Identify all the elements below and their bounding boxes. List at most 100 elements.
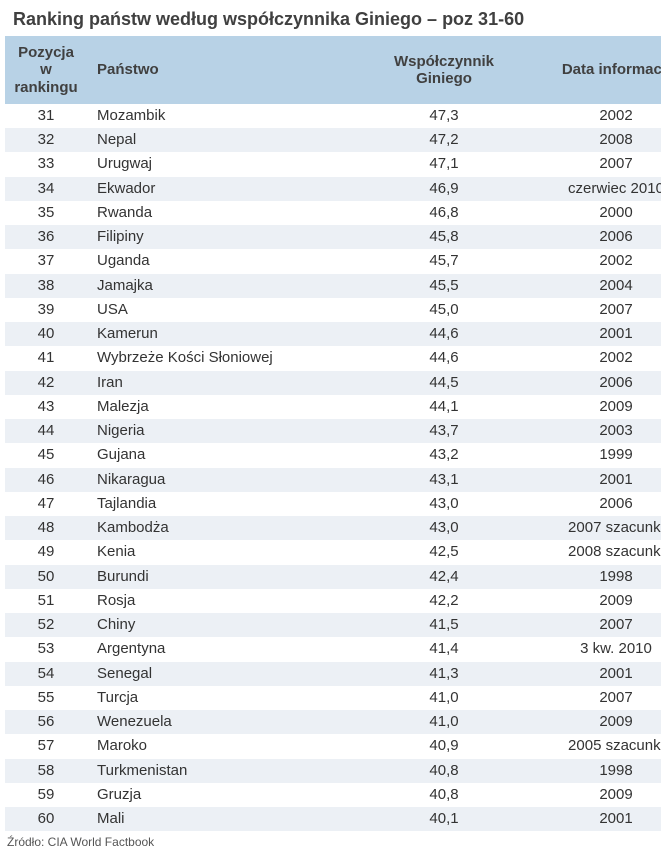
table-row: 42Iran44,52006: [5, 371, 661, 395]
table-row: 59Gruzja40,82009: [5, 783, 661, 807]
cell-date: 2001: [525, 322, 661, 346]
cell-rank: 48: [5, 516, 87, 540]
cell-gini: 41,4: [363, 637, 525, 661]
cell-gini: 40,1: [363, 807, 525, 831]
table-row: 38Jamajka45,52004: [5, 274, 661, 298]
cell-country: Turcja: [87, 686, 363, 710]
header-rank: Pozycja w rankingu: [5, 36, 87, 104]
cell-rank: 56: [5, 710, 87, 734]
cell-rank: 36: [5, 225, 87, 249]
cell-rank: 47: [5, 492, 87, 516]
cell-rank: 46: [5, 468, 87, 492]
cell-rank: 42: [5, 371, 87, 395]
cell-date: 2007: [525, 152, 661, 176]
cell-country: Iran: [87, 371, 363, 395]
cell-gini: 47,2: [363, 128, 525, 152]
cell-date: 1998: [525, 759, 661, 783]
cell-date: 2009: [525, 710, 661, 734]
cell-country: Nigeria: [87, 419, 363, 443]
cell-gini: 42,5: [363, 540, 525, 564]
cell-country: Uganda: [87, 249, 363, 273]
cell-rank: 35: [5, 201, 87, 225]
cell-date: 2009: [525, 783, 661, 807]
table-row: 44Nigeria43,72003: [5, 419, 661, 443]
cell-country: Chiny: [87, 613, 363, 637]
cell-gini: 45,0: [363, 298, 525, 322]
header-country: Państwo: [87, 36, 363, 104]
cell-country: Maroko: [87, 734, 363, 758]
gini-table: Pozycja w rankingu Państwo Współczynnik …: [5, 36, 661, 831]
cell-country: Mali: [87, 807, 363, 831]
cell-date: 2007: [525, 613, 661, 637]
cell-gini: 45,8: [363, 225, 525, 249]
cell-gini: 45,5: [363, 274, 525, 298]
table-row: 54Senegal41,32001: [5, 662, 661, 686]
cell-country: Mozambik: [87, 104, 363, 128]
cell-gini: 46,8: [363, 201, 525, 225]
cell-rank: 38: [5, 274, 87, 298]
table-row: 36Filipiny45,82006: [5, 225, 661, 249]
cell-gini: 40,9: [363, 734, 525, 758]
cell-rank: 49: [5, 540, 87, 564]
table-row: 60Mali40,12001: [5, 807, 661, 831]
cell-rank: 55: [5, 686, 87, 710]
cell-date: 2007 szacunki: [525, 516, 661, 540]
cell-country: Gujana: [87, 443, 363, 467]
cell-date: 2009: [525, 395, 661, 419]
cell-country: Gruzja: [87, 783, 363, 807]
table-row: 41Wybrzeże Kości Słoniowej44,62002: [5, 346, 661, 370]
cell-gini: 44,1: [363, 395, 525, 419]
cell-date: 2006: [525, 371, 661, 395]
cell-rank: 43: [5, 395, 87, 419]
table-row: 47Tajlandia43,02006: [5, 492, 661, 516]
cell-rank: 51: [5, 589, 87, 613]
cell-rank: 53: [5, 637, 87, 661]
table-title: Ranking państw według współczynnika Gini…: [5, 5, 656, 36]
cell-gini: 42,4: [363, 565, 525, 589]
cell-country: Nepal: [87, 128, 363, 152]
cell-gini: 41,0: [363, 686, 525, 710]
cell-country: Wenezuela: [87, 710, 363, 734]
cell-rank: 58: [5, 759, 87, 783]
cell-date: 2007: [525, 298, 661, 322]
cell-date: 2006: [525, 492, 661, 516]
cell-gini: 43,2: [363, 443, 525, 467]
cell-country: Senegal: [87, 662, 363, 686]
table-body: 31Mozambik47,3200232Nepal47,2200833Urugw…: [5, 104, 661, 832]
cell-gini: 40,8: [363, 783, 525, 807]
cell-gini: 43,7: [363, 419, 525, 443]
table-row: 50Burundi42,41998: [5, 565, 661, 589]
cell-gini: 43,0: [363, 516, 525, 540]
cell-rank: 40: [5, 322, 87, 346]
cell-rank: 50: [5, 565, 87, 589]
cell-date: 2001: [525, 807, 661, 831]
source-text: Źródło: CIA World Factbook: [5, 831, 656, 849]
table-row: 39USA45,02007: [5, 298, 661, 322]
cell-rank: 57: [5, 734, 87, 758]
table-row: 52Chiny41,52007: [5, 613, 661, 637]
cell-rank: 41: [5, 346, 87, 370]
cell-rank: 33: [5, 152, 87, 176]
cell-date: 1998: [525, 565, 661, 589]
table-row: 58Turkmenistan40,81998: [5, 759, 661, 783]
header-gini: Współczynnik Giniego: [363, 36, 525, 104]
cell-date: 2000: [525, 201, 661, 225]
cell-date: 3 kw. 2010: [525, 637, 661, 661]
cell-country: Argentyna: [87, 637, 363, 661]
table-row: 37Uganda45,72002: [5, 249, 661, 273]
cell-rank: 54: [5, 662, 87, 686]
table-row: 43Malezja44,12009: [5, 395, 661, 419]
table-row: 31Mozambik47,32002: [5, 104, 661, 128]
cell-country: Kamerun: [87, 322, 363, 346]
cell-gini: 42,2: [363, 589, 525, 613]
table-row: 53Argentyna41,43 kw. 2010: [5, 637, 661, 661]
cell-date: 2002: [525, 104, 661, 128]
cell-date: 2008: [525, 128, 661, 152]
table-row: 48Kambodża43,02007 szacunki: [5, 516, 661, 540]
cell-country: Turkmenistan: [87, 759, 363, 783]
cell-gini: 45,7: [363, 249, 525, 273]
table-row: 33Urugwaj47,12007: [5, 152, 661, 176]
table-row: 55Turcja41,02007: [5, 686, 661, 710]
cell-date: 2003: [525, 419, 661, 443]
cell-rank: 32: [5, 128, 87, 152]
